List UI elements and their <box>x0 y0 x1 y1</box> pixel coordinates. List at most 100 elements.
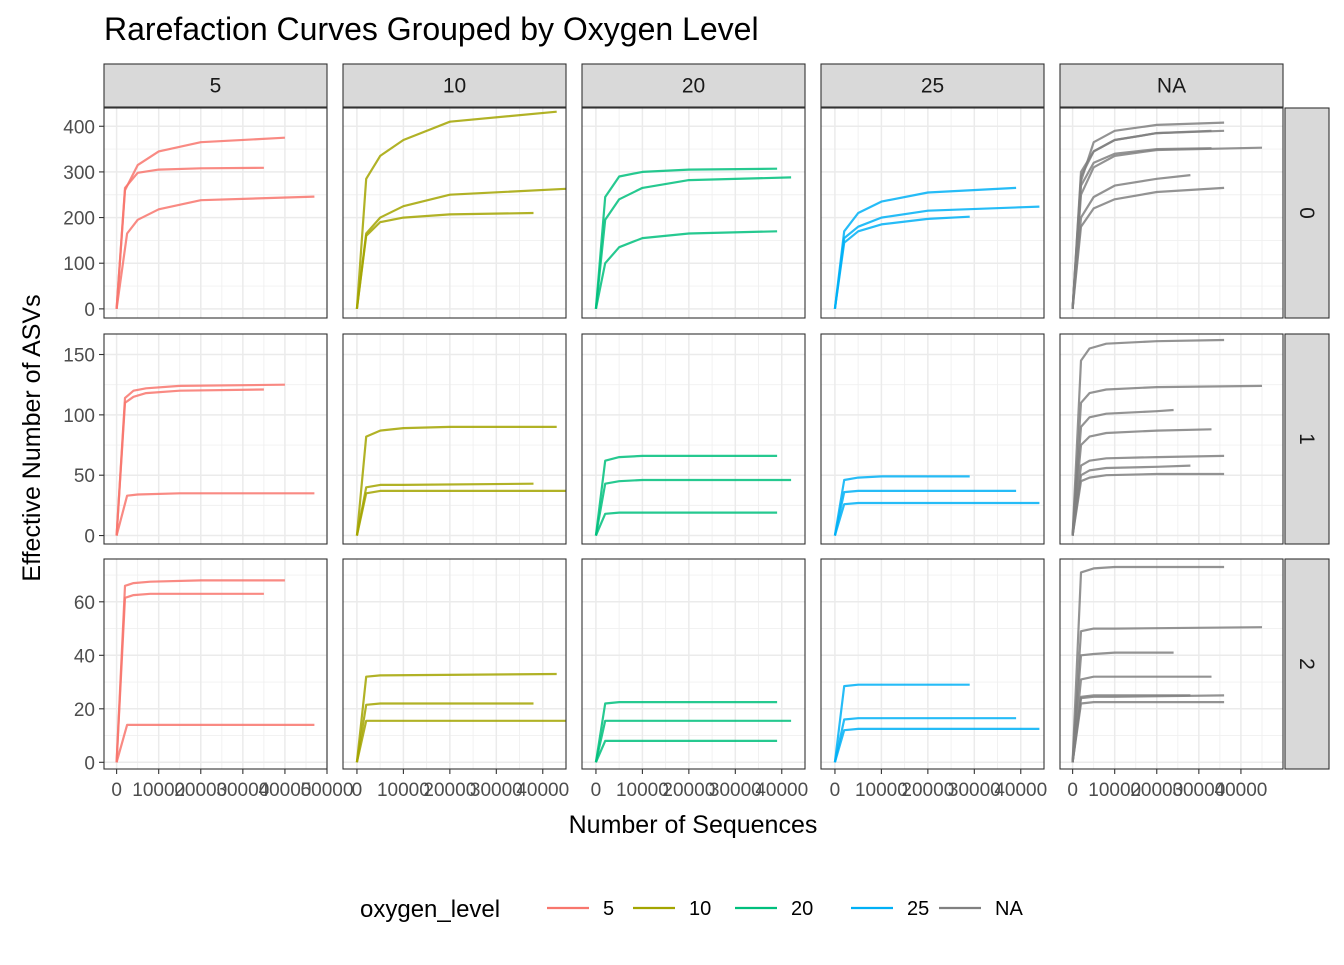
legend-label: NA <box>995 898 1023 920</box>
series-line <box>115 492 315 536</box>
x-tick-label: 0 <box>1067 780 1078 801</box>
strip-col-background <box>342 63 567 108</box>
series-line <box>1071 626 1263 763</box>
x-tick-label: 10000 <box>132 780 185 801</box>
series-line <box>1071 565 1225 763</box>
x-tick-label: 10000 <box>616 780 669 801</box>
strip-row-background <box>1284 333 1330 545</box>
legend-item-20: 20 <box>735 898 813 920</box>
series-line <box>355 702 534 763</box>
panel-border <box>820 107 1045 319</box>
panel-5-1 <box>103 333 328 545</box>
strip-col-label: 25 <box>921 75 944 98</box>
strip-row-2: 2 <box>1284 558 1330 770</box>
strip-col-background <box>820 63 1045 108</box>
strip-col-label: 10 <box>443 75 466 98</box>
facet-panels: 5 10 20 25 NA0120100200300400050100150020406… <box>63 63 1330 801</box>
strip-row-label: 2 <box>1295 658 1318 670</box>
series-line <box>115 388 264 536</box>
series-line <box>355 719 566 763</box>
strip-col-10: 10 <box>342 63 567 108</box>
panel-border <box>342 558 567 770</box>
y-tick-label: 50 <box>74 466 95 487</box>
x-tick-label: 30000 <box>948 780 1001 801</box>
series-line <box>1071 675 1212 763</box>
series-line <box>594 167 778 309</box>
panel-10-0 <box>342 107 567 319</box>
x-tick-label: 20000 <box>662 780 715 801</box>
series-line <box>115 195 315 310</box>
y-axis-title: Effective Number of ASVs <box>18 294 46 581</box>
panel-25-1 <box>820 333 1045 545</box>
series-line <box>355 425 557 536</box>
x-tick-label: 20000 <box>901 780 954 801</box>
legend-label: 25 <box>907 898 929 920</box>
x-tick-label: 20000 <box>423 780 476 801</box>
series-line <box>1071 651 1174 763</box>
panel-border <box>342 107 567 319</box>
x-tick-label: 40000 <box>994 780 1047 801</box>
strip-row-background <box>1284 107 1330 319</box>
panel-na-1 <box>1059 333 1284 545</box>
panel-border <box>581 333 806 545</box>
legend-label: 5 <box>603 898 614 920</box>
panel-20-1 <box>581 333 806 545</box>
x-tick-label: 20000 <box>1130 780 1183 801</box>
y-axis-row-2: 0 20 40 60 <box>74 593 104 774</box>
panel-background <box>343 334 566 544</box>
panel-background <box>1060 559 1283 769</box>
panel-10-2 <box>342 558 567 770</box>
series-line <box>115 166 264 309</box>
x-tick-label: 30000 <box>470 780 523 801</box>
y-tick-label: 40 <box>74 646 95 667</box>
y-axis-row-0: 0 100 200 300 400 <box>63 117 104 321</box>
series-line <box>594 719 792 763</box>
panel-background <box>821 559 1044 769</box>
legend-label: 10 <box>689 898 711 920</box>
panel-border <box>103 107 328 319</box>
panel-background <box>343 559 566 769</box>
legend: oxygen_level 5 10 20 25 NA <box>360 896 1023 923</box>
series-line <box>1071 338 1225 536</box>
series-line <box>355 489 566 536</box>
series-line <box>594 230 778 310</box>
panel-border <box>820 333 1045 545</box>
panel-na-2 <box>1059 558 1284 770</box>
x-tick-label: 40000 <box>516 780 569 801</box>
panel-background <box>1060 334 1283 544</box>
panel-background <box>1060 108 1283 318</box>
x-tick-label: 40000 <box>1215 780 1268 801</box>
legend-item-10: 10 <box>633 898 711 920</box>
series-line <box>594 454 778 536</box>
strip-row-label: 0 <box>1295 207 1318 219</box>
strip-col-25: 25 <box>820 63 1045 108</box>
series-line <box>833 717 1017 763</box>
panel-background <box>821 334 1044 544</box>
strip-row-1: 1 <box>1284 333 1330 545</box>
panel-background <box>104 108 327 318</box>
x-tick-label: 30000 <box>216 780 269 801</box>
legend-item-na: NA <box>939 898 1023 920</box>
x-tick-label: 0 <box>591 780 602 801</box>
y-tick-label: 0 <box>84 753 95 774</box>
chart-title: Rarefaction Curves Grouped by Oxygen Lev… <box>104 11 759 47</box>
panel-background <box>104 334 327 544</box>
x-tick-label: 0 <box>352 780 363 801</box>
x-tick-label: 0 <box>111 780 122 801</box>
series-line <box>115 592 264 763</box>
panel-25-2 <box>820 558 1045 770</box>
legend-title: oxygen_level <box>360 896 500 923</box>
panel-border <box>103 558 328 770</box>
x-tick-label: 10000 <box>1088 780 1141 801</box>
y-tick-label: 400 <box>63 117 95 138</box>
panel-border <box>581 558 806 770</box>
series-line <box>1071 700 1225 763</box>
panel-background <box>582 559 805 769</box>
series-line <box>594 511 778 537</box>
y-tick-label: 100 <box>63 254 95 275</box>
